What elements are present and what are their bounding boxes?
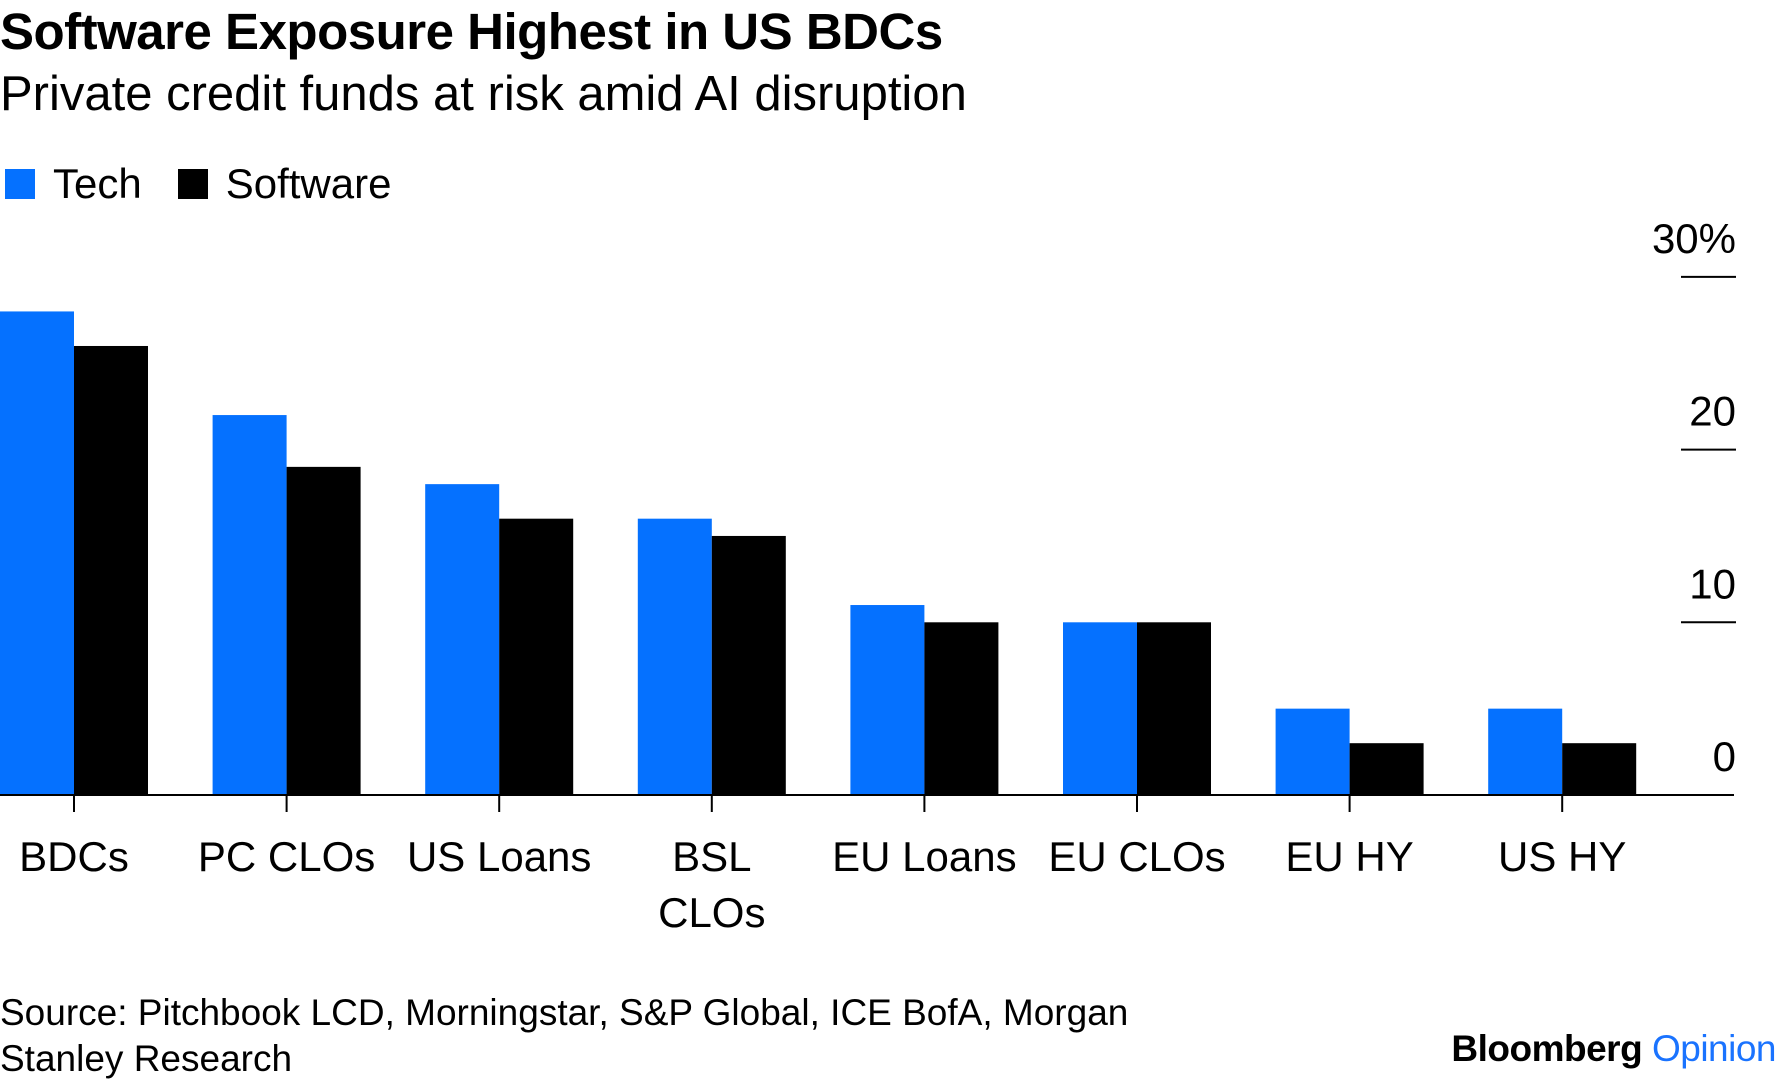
bar-tech-6 bbox=[1275, 708, 1350, 795]
legend-item-software: Software bbox=[177, 160, 392, 208]
bar-chart: BDCs PC CLOs US Loans BSL CLOs EU Loans EU CLO… bbox=[0, 215, 1736, 936]
chart-title: Software Exposure Highest in US BDCs bbox=[0, 3, 943, 60]
legend-swatch-tech bbox=[5, 169, 35, 199]
bar-tech-0 bbox=[0, 311, 74, 795]
bar-tech-5 bbox=[1063, 622, 1137, 795]
brand-logo: Bloomberg Opinion bbox=[1451, 1028, 1776, 1070]
legend: Tech Software bbox=[5, 160, 427, 208]
bar-software-1 bbox=[286, 466, 361, 795]
y-tick-label-0: 0 bbox=[1713, 733, 1736, 780]
bar-software-0 bbox=[74, 345, 148, 795]
x-tick-label-3-1: CLOs bbox=[658, 889, 765, 936]
x-tick-label-1: PC CLOs bbox=[198, 833, 375, 880]
bar-software-2 bbox=[499, 518, 574, 795]
bar-tech-1 bbox=[212, 415, 287, 795]
x-tick-label-5: EU CLOs bbox=[1048, 833, 1225, 880]
bar-software-7 bbox=[1562, 743, 1637, 795]
legend-swatch-software bbox=[177, 169, 208, 199]
legend-label-tech: Tech bbox=[53, 160, 142, 207]
legend-item-tech: Tech bbox=[5, 160, 142, 208]
x-tick-label-0: BDCs bbox=[19, 833, 129, 880]
bar-software-3 bbox=[711, 535, 786, 795]
y-tick-label-2: 20 bbox=[1689, 388, 1736, 435]
bar-software-5 bbox=[1137, 622, 1211, 795]
y-tick-label-3: 30% bbox=[1652, 215, 1736, 262]
x-tick-label-4: EU Loans bbox=[832, 833, 1016, 880]
y-tick-label-1: 10 bbox=[1689, 560, 1736, 607]
bar-software-6 bbox=[1349, 743, 1424, 795]
x-tick-label-7: US HY bbox=[1498, 833, 1626, 880]
brand-section: Opinion bbox=[1651, 1028, 1776, 1069]
legend-label-software: Software bbox=[225, 160, 392, 207]
source-note: Source: Pitchbook LCD, Morningstar, S&P … bbox=[0, 992, 1129, 1079]
bar-tech-2 bbox=[425, 484, 500, 795]
x-tick-label-2: US Loans bbox=[407, 833, 591, 880]
bar-tech-7 bbox=[1488, 708, 1563, 795]
bar-tech-4 bbox=[850, 605, 925, 795]
chart-subtitle: Private credit funds at risk amid AI dis… bbox=[0, 67, 967, 121]
x-tick-label-3: BSL bbox=[672, 833, 751, 880]
brand-name: Bloomberg bbox=[1451, 1028, 1643, 1069]
bar-tech-3 bbox=[637, 518, 712, 795]
bar-software-4 bbox=[924, 622, 999, 795]
x-tick-label-6: EU HY bbox=[1285, 833, 1413, 880]
